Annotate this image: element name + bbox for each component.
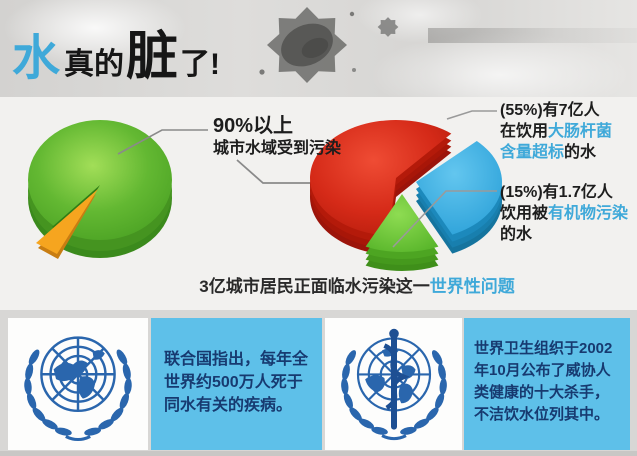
label-55-line2b: 大肠杆菌 [548, 123, 613, 140]
who-logo-box [325, 318, 462, 450]
un-logo-box [8, 318, 148, 450]
left-pie-label-pct: 90%以上 [213, 115, 294, 137]
ink-streak [428, 28, 637, 43]
label-55-line2a: 在饮用 [500, 123, 549, 140]
label-15-percent: (15%)有1.7亿人 饮用被有机物污染 的水 [500, 182, 628, 245]
caption-blue-part: 世界性问题 [429, 277, 515, 296]
label-55-line3b: 的水 [564, 144, 597, 161]
main-panel: 90%以上 城市水域受到污染 (55%)有7亿人 在饮用大肠杆菌 含量超标的水 … [0, 97, 637, 310]
title-word-exclaim: 了! [180, 48, 221, 81]
bottom-band: 联合国指出，每年全 世界约500万人死于 同水有关的疾病。 [0, 310, 637, 456]
label-15-line1: (15%)有1.7亿人 [500, 184, 613, 201]
small-ink-splat-icon [377, 17, 399, 37]
label-15-line3a: 的水 [500, 226, 533, 243]
label-15-line2a: 饮用被 [500, 205, 549, 222]
header-band: 水 真的 脏 了! [0, 0, 637, 97]
un-text-line3: 同水有关的疾病。 [164, 397, 293, 414]
who-statement: 世界卫生组织于2002 年10月公布了威协人 类健康的十大杀手， 不洁饮水位列其… [464, 318, 630, 450]
title-word-dirty: 脏 [126, 28, 179, 86]
leader-line-55 [446, 110, 497, 120]
bottom-caption: 3亿城市居民正面临水污染这一世界性问题 [199, 272, 514, 297]
who-text-line2: 年10月公布了威协人 [474, 362, 611, 379]
un-statement: 联合国指出，每年全 世界约500万人死于 同水有关的疾病。 [151, 318, 322, 450]
olive-branch-left [340, 350, 388, 435]
page-title: 水 真的 脏 了! [12, 14, 220, 89]
who-logo [340, 328, 447, 441]
orange-sliver-slice [36, 189, 98, 254]
olive-branch-right [399, 350, 447, 435]
ink-splatter-icon [259, 7, 399, 83]
left-pie-label-text: 城市水域受到污染 [213, 140, 342, 157]
caption-black-part: 3亿城市居民正面临水污染这一 [199, 277, 430, 296]
left-pie-chart [28, 120, 172, 259]
un-logo [24, 336, 132, 442]
un-text-line2: 世界约500万人死于 [164, 374, 303, 391]
asclepius-snake [382, 343, 410, 411]
label-15-line2b: 有机物污染 [548, 205, 629, 222]
leader-line-15 [392, 190, 497, 248]
label-55-line3a: 含量超标 [500, 144, 565, 161]
pie-charts-graphic [28, 110, 503, 272]
bottom-edge-strip [0, 451, 637, 456]
who-text-line4: 不洁饮水位列其中。 [474, 406, 610, 423]
title-word-really: 真的 [64, 48, 125, 81]
leader-line-90 [117, 129, 208, 155]
label-55-percent: (55%)有7亿人 在饮用大肠杆菌 含量超标的水 [500, 100, 612, 163]
un-text-line1: 联合国指出，每年全 [164, 351, 309, 368]
olive-branch-left [24, 349, 72, 436]
who-text-line3: 类健康的十大杀手， [474, 384, 610, 401]
title-word-water: 水 [12, 32, 61, 85]
who-text-line1: 世界卫生组织于2002 [474, 340, 613, 357]
olive-branch-right [84, 349, 132, 436]
label-55-line1: (55%)有7亿人 [500, 102, 600, 119]
